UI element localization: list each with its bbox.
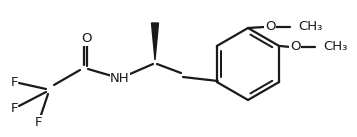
Text: F: F [34,115,42,129]
Text: O: O [265,21,275,34]
Text: O: O [290,41,301,54]
Text: NH: NH [110,72,130,85]
Text: F: F [10,75,18,89]
Text: O: O [81,32,91,45]
Text: CH₃: CH₃ [323,41,348,54]
Text: CH₃: CH₃ [298,21,322,34]
Polygon shape [151,23,159,60]
Text: F: F [10,102,18,115]
